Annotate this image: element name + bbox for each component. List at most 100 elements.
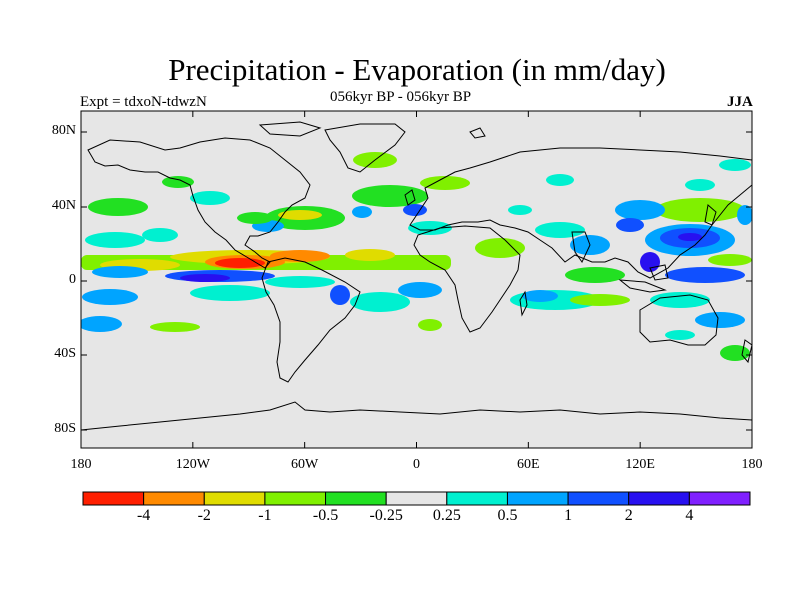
contour-patch bbox=[616, 218, 644, 232]
contour-patch bbox=[565, 267, 625, 283]
coastline-japan bbox=[704, 204, 717, 226]
coastline-australia bbox=[639, 294, 719, 346]
colorbar-swatch bbox=[628, 491, 690, 506]
colorbar-swatch bbox=[688, 491, 751, 506]
contour-patch bbox=[615, 200, 665, 220]
contour-patch bbox=[665, 267, 745, 283]
lon-tick-label: 120E bbox=[625, 457, 655, 472]
contour-patch bbox=[190, 285, 270, 301]
contour-patch bbox=[352, 185, 428, 207]
contour-patch bbox=[345, 249, 395, 261]
contour-patch bbox=[678, 233, 702, 241]
lat-tick-label: 0 bbox=[69, 272, 76, 287]
contour-patch bbox=[142, 228, 178, 242]
colorbar-label: 0.5 bbox=[497, 507, 518, 524]
colorbar-label: 0.25 bbox=[432, 507, 461, 524]
contour-patch bbox=[418, 319, 442, 331]
contour-patch bbox=[475, 238, 525, 258]
contour-patch bbox=[352, 206, 372, 218]
contour-patch bbox=[546, 174, 574, 186]
contour-patch bbox=[737, 205, 752, 225]
contour-patch bbox=[535, 222, 585, 238]
contour-patch bbox=[237, 212, 273, 224]
colorbar-swatch bbox=[82, 491, 145, 506]
colorbar-swatch bbox=[325, 491, 387, 506]
contour-patch bbox=[719, 159, 751, 171]
lon-tick-label: 60E bbox=[517, 457, 540, 472]
contour-patch bbox=[655, 198, 745, 222]
lon-tick-label: 180 bbox=[741, 457, 763, 472]
lon-tick-label: 180 bbox=[70, 457, 92, 472]
coastline-antarctica bbox=[81, 401, 752, 431]
contour-patch bbox=[278, 210, 322, 220]
colorbar-swatch bbox=[506, 491, 569, 506]
colorbar-swatch bbox=[203, 491, 266, 506]
colorbar-swatch bbox=[264, 491, 327, 506]
colorbar-label: 4 bbox=[685, 507, 694, 524]
contour-patch bbox=[408, 221, 452, 235]
contour-patch bbox=[150, 322, 200, 332]
colorbar-label: 2 bbox=[624, 507, 633, 524]
lat-tick-label: 80N bbox=[51, 123, 76, 138]
lat-tick-label: 40S bbox=[54, 346, 76, 361]
contour-patch bbox=[398, 282, 442, 298]
coastline-greenland bbox=[324, 123, 406, 173]
contour-patch bbox=[180, 274, 230, 282]
colorbar bbox=[82, 491, 751, 506]
lon-tick-label: 120W bbox=[175, 457, 210, 472]
coastline-borneo bbox=[649, 264, 669, 281]
axis-ticks bbox=[80, 111, 753, 448]
coastline-eurasia bbox=[409, 147, 752, 279]
lon-tick-label: 60W bbox=[291, 457, 319, 472]
period-label: 056kyr BP - 056kyr BP bbox=[330, 89, 472, 105]
contour-patch bbox=[92, 266, 148, 278]
coastline-madagascar bbox=[519, 290, 528, 317]
contour-patch bbox=[650, 292, 710, 308]
coastline-india bbox=[571, 231, 591, 263]
experiment-label: Expt = tdxoN-tdwzN bbox=[80, 94, 207, 110]
contour-patch bbox=[81, 316, 122, 332]
contour-patch bbox=[403, 204, 427, 216]
coastline-north-america bbox=[87, 137, 311, 269]
coastline-svalbard bbox=[469, 127, 486, 139]
contour-patch bbox=[190, 191, 230, 205]
colorbar-swatch bbox=[567, 491, 630, 506]
contour-patch bbox=[508, 205, 532, 215]
contour-patch bbox=[85, 232, 145, 248]
contour-patch bbox=[82, 289, 138, 305]
contour-patch bbox=[265, 276, 335, 288]
contour-patch bbox=[665, 330, 695, 340]
contour-patch bbox=[570, 294, 630, 306]
colorbar-swatch bbox=[446, 491, 508, 506]
contour-patch bbox=[695, 312, 745, 328]
contour-patch bbox=[162, 176, 194, 188]
colorbar-label: 1 bbox=[564, 507, 573, 524]
contour-patch bbox=[88, 198, 148, 216]
lat-tick-label: 80S bbox=[54, 421, 76, 436]
contour-patch bbox=[270, 250, 330, 262]
contour-patch bbox=[522, 290, 558, 302]
contour-patch bbox=[720, 345, 750, 361]
season-label: JJA bbox=[727, 94, 753, 110]
contour-patch bbox=[330, 285, 350, 305]
coastline-indonesia bbox=[618, 279, 667, 293]
coastline-layer bbox=[81, 121, 752, 431]
colorbar-label: -4 bbox=[136, 507, 151, 524]
contour-patch bbox=[420, 176, 470, 190]
colorbar-label: -0.5 bbox=[312, 507, 339, 524]
lon-tick-label: 0 bbox=[413, 457, 420, 472]
coastline-arctic-islands bbox=[258, 121, 322, 137]
lat-tick-label: 40N bbox=[51, 198, 76, 213]
colorbar-label: -0.25 bbox=[369, 507, 403, 524]
contour-fill-layer bbox=[81, 152, 752, 361]
coastline-south-america bbox=[261, 257, 361, 383]
colorbar-label: -2 bbox=[197, 507, 211, 524]
contour-patch bbox=[350, 292, 410, 312]
contour-patch bbox=[708, 254, 752, 266]
coastline-africa bbox=[413, 225, 521, 333]
colorbar-label: -1 bbox=[258, 507, 272, 524]
map-title: Precipitation - Evaporation (in mm/day) bbox=[168, 52, 666, 87]
colorbar-swatch bbox=[143, 491, 205, 506]
coastline-british-isles bbox=[404, 189, 416, 206]
